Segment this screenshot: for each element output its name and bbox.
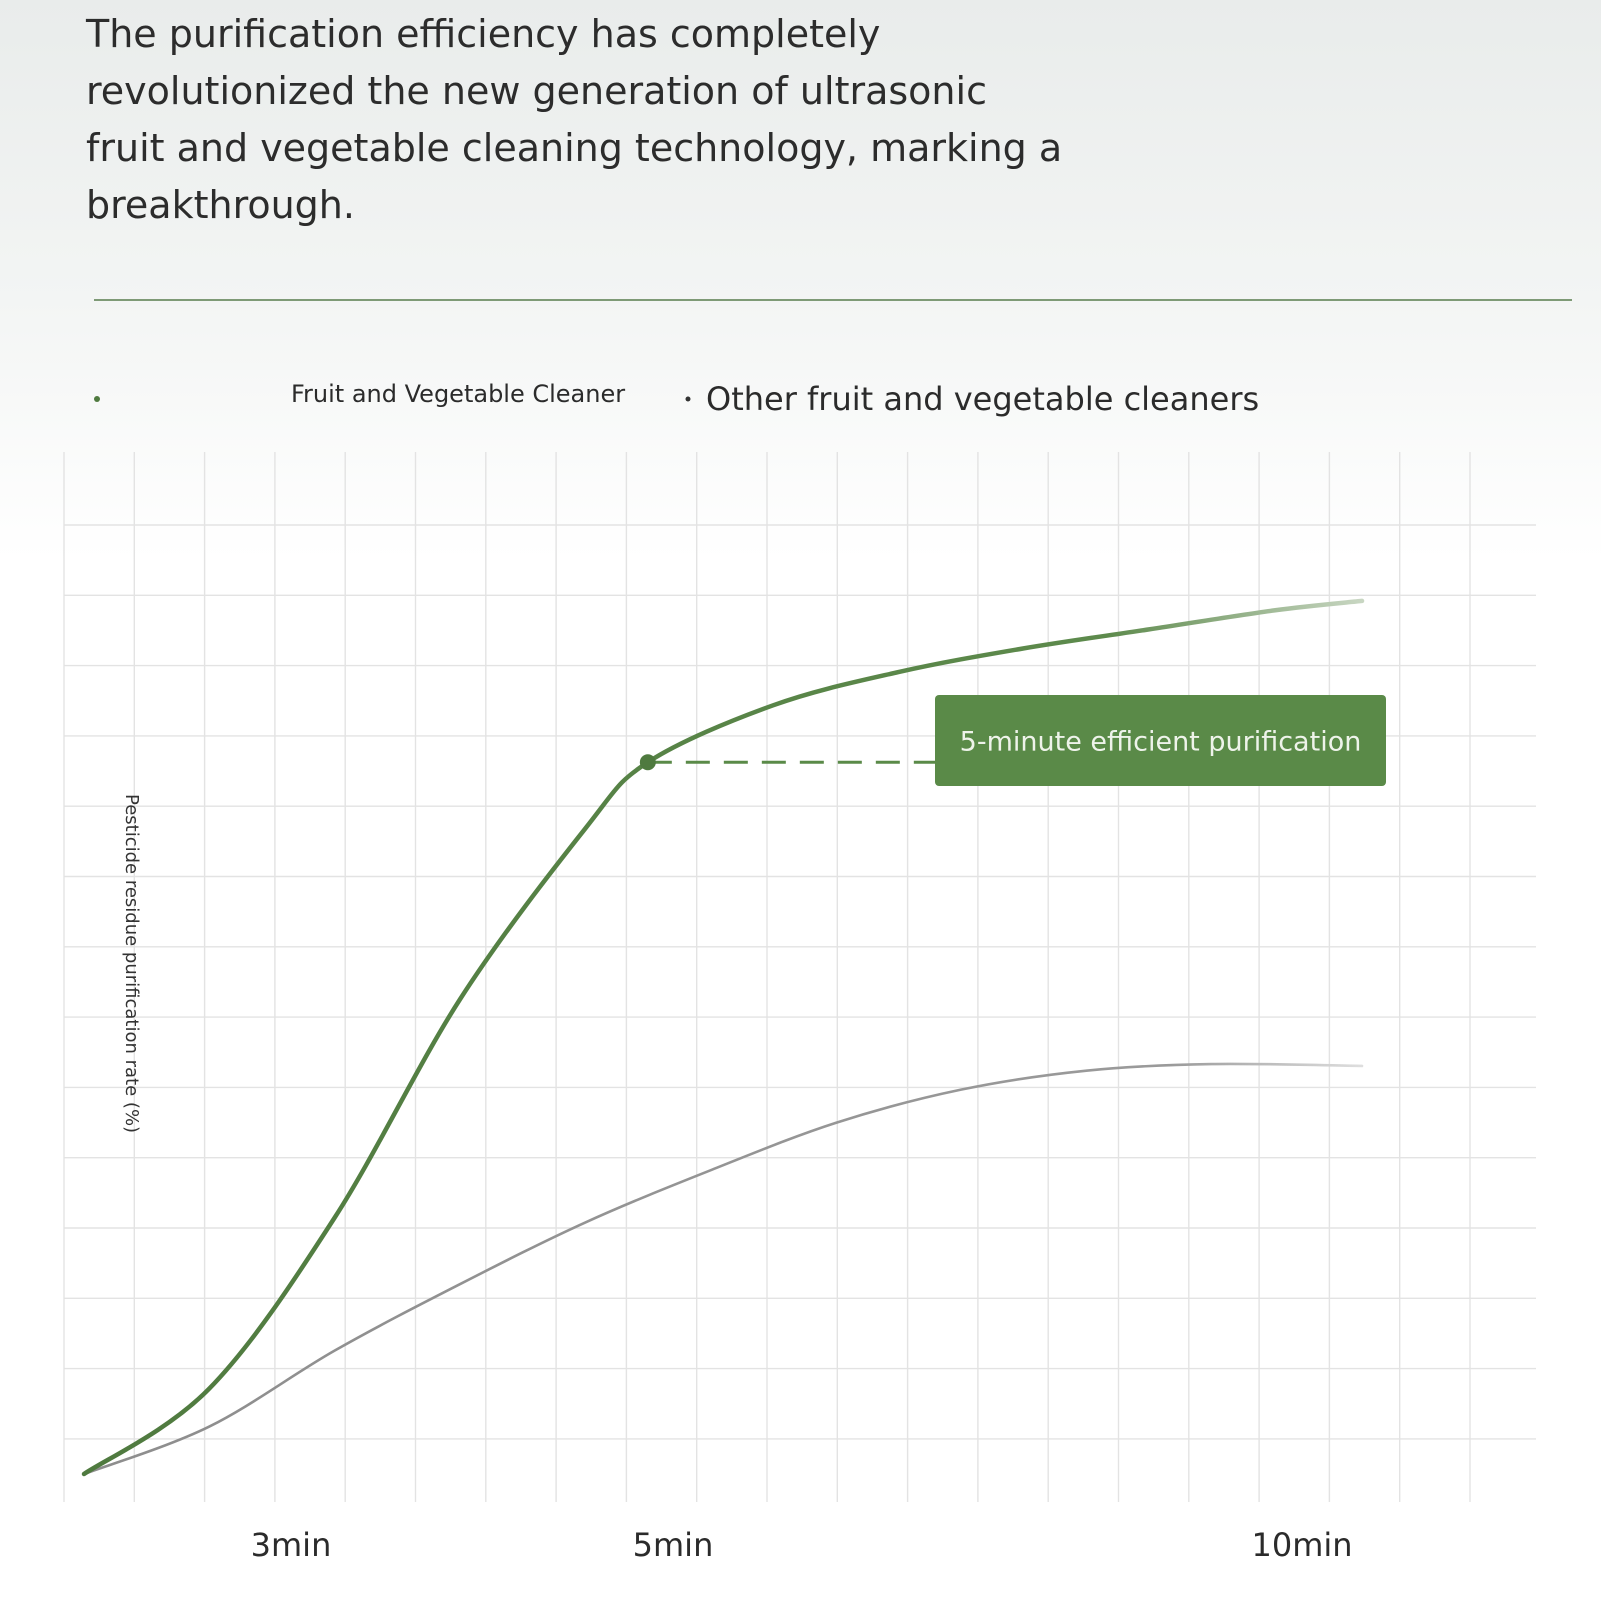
annotation-callout-label: 5-minute efficient purification <box>960 727 1362 758</box>
y-axis-label: Pesticide residue purification rate (%) <box>121 794 142 1133</box>
series-line-other-cleaners <box>82 1062 1364 1476</box>
legend-label-primary: Fruit and Vegetable Cleaner <box>291 380 625 408</box>
x-tick-label: 3min <box>251 1526 332 1564</box>
legend: Fruit and Vegetable Cleaner Other fruit … <box>94 380 1259 418</box>
legend-label-secondary: Other fruit and vegetable cleaners <box>706 380 1259 418</box>
divider <box>94 299 1572 301</box>
annotation-callout-box <box>935 695 1386 786</box>
headline: The purification efficiency has complete… <box>86 12 1063 227</box>
legend-dot-primary <box>94 396 100 402</box>
x-tick-label: 10min <box>1251 1526 1352 1564</box>
annotation-point <box>639 754 656 771</box>
legend-dot-secondary <box>685 396 691 402</box>
x-tick-label: 5min <box>633 1526 714 1564</box>
grid <box>63 452 1536 1502</box>
